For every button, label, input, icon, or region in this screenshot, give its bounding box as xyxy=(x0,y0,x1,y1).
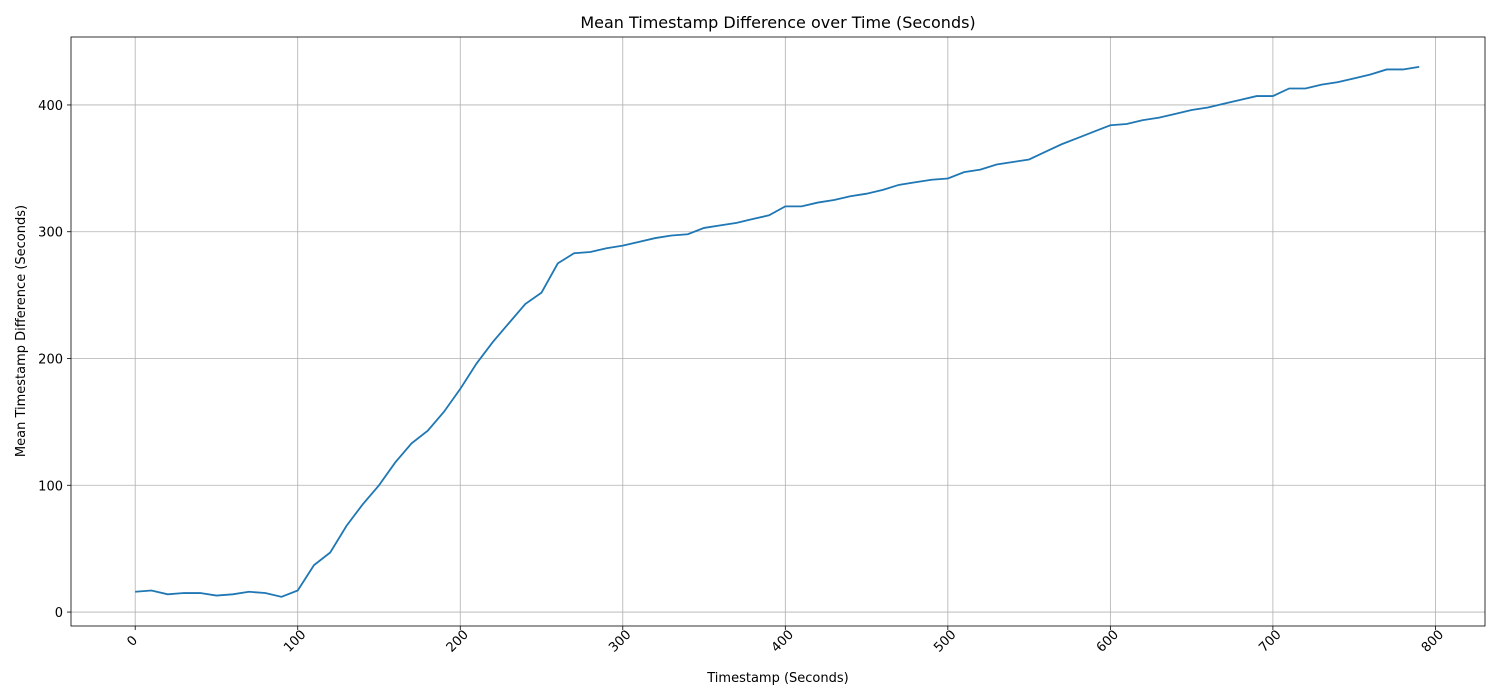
x-tick-label: 300 xyxy=(606,627,634,655)
y-tick-label: 200 xyxy=(38,353,63,368)
x-tick-label: 800 xyxy=(1419,627,1447,655)
data-line xyxy=(135,66,1420,598)
y-tick-label: 300 xyxy=(38,226,63,241)
y-tick-label: 0 xyxy=(55,606,63,621)
x-tick-label: 100 xyxy=(281,627,309,655)
x-tick-label: 700 xyxy=(1256,627,1284,655)
x-tick-label: 400 xyxy=(769,627,797,655)
y-tick-label: 400 xyxy=(38,99,63,114)
chart-title: Mean Timestamp Difference over Time (Sec… xyxy=(580,13,975,32)
x-tick-label: 600 xyxy=(1094,627,1122,655)
plot-frame xyxy=(70,36,1486,627)
y-tick-label: 100 xyxy=(38,479,63,494)
x-axis-label: Timestamp (Seconds) xyxy=(706,671,848,686)
x-tick-label: 0 xyxy=(124,633,140,649)
y-axis-label: Mean Timestamp Difference (Seconds) xyxy=(14,205,29,457)
x-tick-label: 500 xyxy=(931,627,959,655)
x-tick-label: 200 xyxy=(444,627,472,655)
